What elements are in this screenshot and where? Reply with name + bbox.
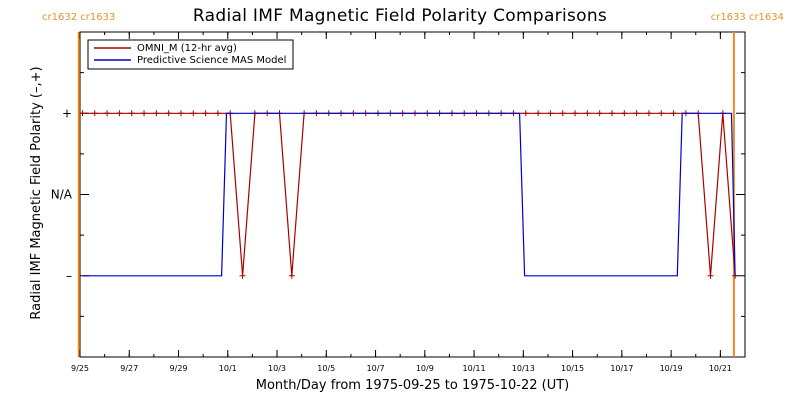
x-tick-label: 10/9	[416, 364, 434, 373]
omni-data-point	[214, 110, 221, 117]
x-axis-label: Month/Day from 1975-09-25 to 1975-10-22 …	[255, 378, 570, 393]
x-tick-label: 10/17	[610, 364, 633, 373]
chart-title: Radial IMF Magnetic Field Polarity Compa…	[192, 6, 608, 26]
legend: OMNI_M (12-hr avg) Predictive Science MA…	[87, 39, 294, 70]
omni-data-point	[239, 272, 246, 279]
omni-data-point	[190, 110, 197, 117]
x-tick-label: 10/13	[512, 364, 535, 373]
omni-data-point	[658, 110, 665, 117]
omni-data-point	[128, 110, 135, 117]
omni-data-point	[141, 110, 148, 117]
x-tick-label: 9/25	[71, 364, 89, 373]
omni-data-point	[522, 110, 529, 117]
x-tick-label: 10/15	[561, 364, 584, 373]
omni-data-point	[288, 272, 295, 279]
x-tick-layer: 9/25 9/27 9/29 10/1 10/3 10/5 10/7 10/9 10/11 10/…	[71, 32, 746, 373]
series-layer	[79, 110, 739, 279]
omni-data-point	[645, 110, 652, 117]
omni-data-point	[559, 110, 566, 117]
x-tick-label: 10/3	[268, 364, 286, 373]
carrington-label-right: cr1633 cr1634	[710, 12, 784, 23]
y-tick-label: N/A	[51, 188, 73, 202]
series-line-mas	[82, 112, 736, 277]
omni-data-point	[153, 110, 160, 117]
omni-data-point	[116, 110, 123, 117]
omni-data-point	[165, 110, 172, 117]
omni-data-point	[707, 272, 714, 279]
omni-data-point	[572, 110, 579, 117]
y-tick-label: +	[62, 106, 72, 120]
omni-data-point	[633, 110, 640, 117]
x-tick-label: 9/29	[170, 364, 188, 373]
carrington-boundary-layer	[77, 32, 735, 357]
omni-data-point	[177, 110, 184, 117]
omni-data-point	[547, 110, 554, 117]
omni-data-point	[202, 110, 209, 117]
y-tick-layer: + N/A –	[51, 72, 745, 317]
omni-data-point	[535, 110, 542, 117]
omni-data-point	[584, 110, 591, 117]
legend-label-mas: Predictive Science MAS Model	[137, 55, 286, 66]
legend-box	[87, 39, 294, 70]
omni-data-point	[596, 110, 603, 117]
x-tick-label: 10/19	[660, 364, 683, 373]
x-tick-label: 10/7	[367, 364, 385, 373]
y-axis-label: Radial IMF Magnetic Field Polarity (–,+)	[29, 66, 44, 320]
plot-frame-layer	[79, 31, 746, 358]
x-tick-label: 10/21	[709, 364, 732, 373]
x-tick-label: 10/5	[317, 364, 335, 373]
x-tick-label: 10/11	[463, 364, 486, 373]
omni-data-point	[621, 110, 628, 117]
x-tick-label: 9/27	[120, 364, 138, 373]
omni-data-point	[670, 110, 677, 117]
plot-frame	[79, 31, 746, 358]
omni-data-point	[609, 110, 615, 117]
omni-data-point	[104, 110, 111, 117]
legend-label-omni: OMNI_M (12-hr avg)	[137, 43, 237, 54]
x-tick-label: 10/1	[219, 364, 237, 373]
series-line-omni	[82, 112, 736, 276]
y-tick-label: –	[66, 269, 72, 283]
carrington-label-left: cr1632 cr1633	[42, 12, 116, 23]
omni-data-point	[79, 110, 86, 117]
omni-data-point	[91, 110, 98, 117]
